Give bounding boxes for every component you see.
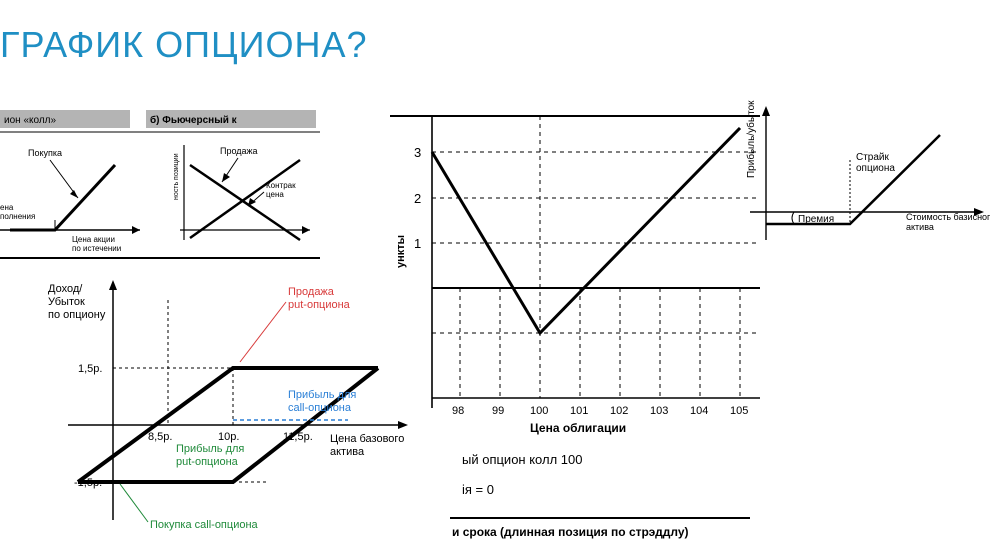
topright-panel: Прибыль/убыток Страйк опциона Премия Сто… xyxy=(730,100,990,260)
label-profit-call: Прибыль для call-опциона xyxy=(288,389,359,414)
label-sellput: Продажа put-опциона xyxy=(288,286,351,311)
c-frag1: ый опцион колл 100 xyxy=(462,452,582,467)
header-b-text: б) Фьючерсный к xyxy=(150,114,238,126)
topleft-chart-a: Покупка ена полнения Цена акции по истеч… xyxy=(0,148,140,253)
c-xt-0: 98 xyxy=(452,405,464,417)
yaxis-label-b: ность позиции xyxy=(173,153,180,200)
tr-xlabel: Стоимость базисного актива xyxy=(906,212,990,232)
c-xt-3: 101 xyxy=(570,405,588,417)
label-profit-put: Прибыль для put-опциона xyxy=(176,443,247,468)
c-xt-6: 104 xyxy=(690,405,708,417)
c-ylabel: ункты xyxy=(395,235,407,268)
bottomleft-panel: Доход/ Убыток по опциону 1,5p. -1,5p. 8,… xyxy=(8,270,418,540)
tr-premium-label: Премия xyxy=(798,214,834,225)
topleft-panel: ион «колл» б) Фьючерсный к Покупка ена п… xyxy=(0,110,320,260)
straddle-line xyxy=(432,128,740,333)
page-title: ГРАФИК ОПЦИОНА? xyxy=(0,24,368,66)
label-buy: Покупка xyxy=(28,148,62,158)
label-buy-call: Покупка call-опциона xyxy=(150,519,259,531)
label-price-expiry: Цена акции по истечении xyxy=(72,235,121,253)
c-ytick-1: 1 xyxy=(414,236,421,251)
c-xt-1: 99 xyxy=(492,405,504,417)
ytick-pos: 1,5p. xyxy=(78,363,102,375)
label-sell: Продажа xyxy=(220,146,258,156)
label-contract: Контрак цена xyxy=(266,181,298,199)
topleft-chart-b: Продажа Контрак цена ность позиции xyxy=(173,145,310,240)
c-xt-4: 102 xyxy=(610,405,628,417)
center-panel: 3 2 1 ункты 98 99 100 101 102 103 104 10… xyxy=(390,108,760,548)
header-a-text: ион «колл» xyxy=(4,115,57,126)
yaxis-label: Доход/ Убыток по опциону xyxy=(48,283,106,321)
xtick-0: 8,5p. xyxy=(148,431,172,443)
c-xt-5: 103 xyxy=(650,405,668,417)
c-xlabel: Цена облигации xyxy=(530,421,626,435)
label-strike-left: ена полнения xyxy=(0,203,35,221)
c-ytick-3: 3 xyxy=(414,145,421,160)
xtick-1: 10p. xyxy=(218,431,239,443)
tr-payoff-line xyxy=(766,135,940,224)
c-xt-7: 105 xyxy=(730,405,748,417)
c-frag2: ія = 0 xyxy=(462,482,494,497)
c-xt-2: 100 xyxy=(530,405,548,417)
tr-strike-label: Страйк опциона xyxy=(856,152,895,174)
c-bottom-text: и срока (длинная позиция по стрэддлу) xyxy=(452,525,689,539)
tr-ylabel: Прибыль/убыток xyxy=(745,100,757,178)
c-ytick-2: 2 xyxy=(414,191,421,206)
